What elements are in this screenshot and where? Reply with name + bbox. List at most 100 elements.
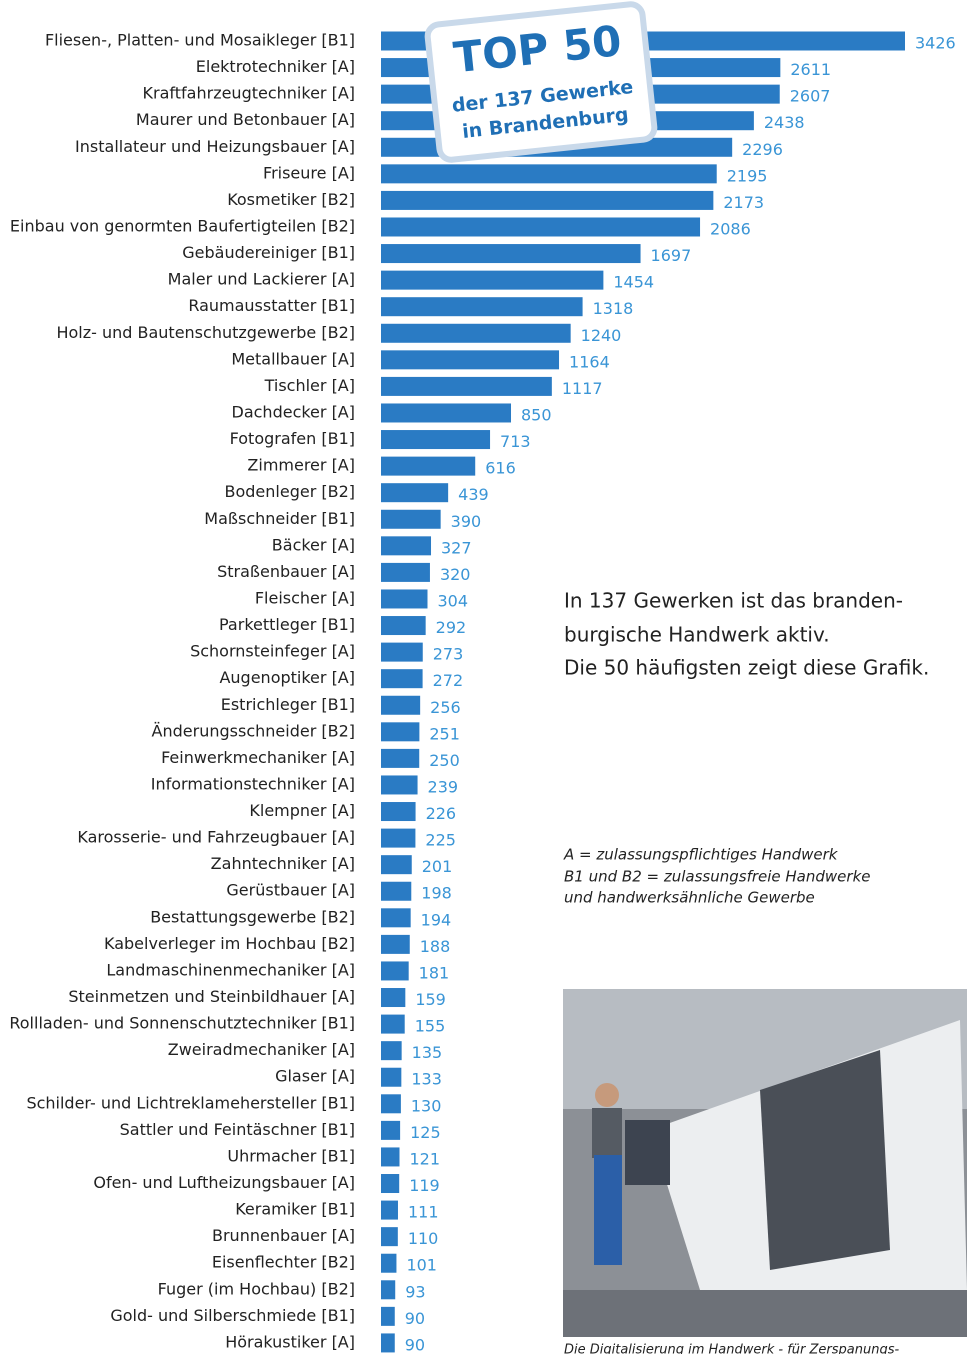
bar (381, 324, 571, 343)
value-label: 292 (436, 618, 467, 637)
value-label: 125 (410, 1123, 441, 1142)
value-label: 133 (411, 1070, 442, 1089)
bar (381, 510, 441, 529)
value-label: 93 (405, 1282, 425, 1301)
bar (381, 1254, 396, 1273)
bar (381, 1227, 398, 1246)
bar (381, 403, 511, 422)
bar (381, 483, 448, 502)
value-label: 713 (500, 432, 531, 451)
value-label: 181 (419, 963, 450, 982)
value-label: 1697 (651, 246, 692, 265)
bar (381, 191, 713, 210)
bar (381, 1041, 402, 1060)
category-label: Augenoptiker [A] (219, 668, 355, 687)
category-label: Uhrmacher [B1] (227, 1146, 355, 1165)
category-label: Tischler [A] (264, 376, 355, 395)
intro-line: burgische Handwerk aktiv. (564, 623, 830, 647)
value-label: 239 (428, 777, 459, 796)
category-label: Maßschneider [B1] (204, 509, 355, 528)
category-label: Elektrotechniker [A] (196, 57, 355, 76)
bar (381, 244, 641, 263)
category-label: Bäcker [A] (272, 535, 355, 554)
category-label: Parkettleger [B1] (219, 615, 355, 634)
category-label: Bodenleger [B2] (225, 482, 356, 501)
value-label: 226 (426, 804, 457, 823)
value-label: 155 (415, 1017, 446, 1036)
bar (381, 1068, 401, 1087)
category-label: Hörakustiker [A] (225, 1332, 355, 1351)
bar (381, 722, 419, 741)
photo-caption: Die Digitalisierung im Handwerk - für Ze… (564, 1343, 899, 1354)
category-label: Fleischer [A] (255, 588, 355, 607)
value-label: 101 (406, 1256, 437, 1275)
value-label: 1164 (569, 352, 610, 371)
value-label: 1240 (581, 326, 622, 345)
value-label: 159 (415, 990, 446, 1009)
value-label: 225 (425, 831, 456, 850)
category-label: Maurer und Betonbauer [A] (136, 110, 355, 129)
category-label: Feinwerkmechaniker [A] (161, 748, 355, 767)
value-label: 320 (440, 565, 471, 584)
category-label: Landmaschinenmechaniker [A] (106, 960, 355, 979)
bar (381, 589, 427, 608)
value-label: 850 (521, 405, 552, 424)
category-label: Sattler und Feintäschner [B1] (120, 1120, 355, 1139)
category-label: Zweiradmechaniker [A] (168, 1040, 355, 1059)
value-label: 90 (405, 1309, 425, 1328)
category-label: Brunnenbauer [A] (212, 1226, 355, 1245)
bar (381, 377, 552, 396)
bar (381, 563, 430, 582)
category-label: Einbau von genormten Baufertigteilen [B2… (10, 216, 355, 235)
photo (563, 989, 967, 1337)
bar (381, 164, 717, 183)
category-label: Kraftfahrzeugtechniker [A] (143, 84, 355, 103)
value-label: 194 (421, 910, 452, 929)
category-label: Rollladen- und Sonnenschutztechniker [B1… (9, 1014, 355, 1033)
bar (381, 271, 603, 290)
note-line: und handwerksähnliche Gewerbe (564, 889, 815, 907)
value-label: 198 (421, 884, 452, 903)
category-label: Änderungsschneider [B2] (152, 721, 355, 740)
value-label: 119 (409, 1176, 440, 1195)
value-label: 327 (441, 538, 472, 557)
category-label: Glaser [A] (275, 1067, 355, 1086)
bar (381, 1280, 395, 1299)
bar (381, 988, 405, 1007)
value-label: 1318 (593, 299, 634, 318)
category-label: Raumausstatter [B1] (188, 296, 355, 315)
category-label: Informationstechniker [A] (151, 774, 355, 793)
intro-line: Die 50 häufigsten zeigt diese Grafik. (564, 656, 929, 680)
value-label: 2086 (710, 219, 751, 238)
value-label: 251 (429, 724, 460, 743)
bar (381, 829, 415, 848)
value-label: 256 (430, 698, 461, 717)
category-label: Ofen- und Luftheizungsbauer [A] (93, 1173, 355, 1192)
category-label: Kabelverleger im Hochbau [B2] (104, 934, 355, 953)
value-label: 2611 (790, 60, 831, 79)
bar (381, 457, 475, 476)
category-label: Eisenflechter [B2] (212, 1253, 355, 1272)
value-label: 1117 (562, 379, 603, 398)
category-label: Maler und Lackierer [A] (168, 270, 355, 289)
bar (381, 1121, 400, 1140)
category-label: Straßenbauer [A] (217, 562, 355, 581)
bar (381, 536, 431, 555)
bar (381, 908, 411, 927)
bar (381, 855, 412, 874)
category-label: Installateur und Heizungsbauer [A] (75, 137, 355, 156)
bar (381, 1174, 399, 1193)
category-label: Friseure [A] (263, 163, 355, 182)
value-label: 111 (408, 1203, 439, 1222)
value-label: 273 (433, 645, 464, 664)
category-label: Zimmerer [A] (247, 456, 355, 475)
bar (381, 1147, 400, 1166)
bar (381, 1333, 395, 1352)
value-label: 110 (408, 1229, 439, 1248)
value-label: 188 (420, 937, 451, 956)
value-label: 390 (451, 512, 482, 531)
bar (381, 217, 700, 236)
category-label: Karosserie- und Fahrzeugbauer [A] (77, 828, 355, 847)
note-line: B1 und B2 = zulassungsfreie Handwerke (564, 868, 870, 886)
category-label: Estrichleger [B1] (221, 695, 355, 714)
